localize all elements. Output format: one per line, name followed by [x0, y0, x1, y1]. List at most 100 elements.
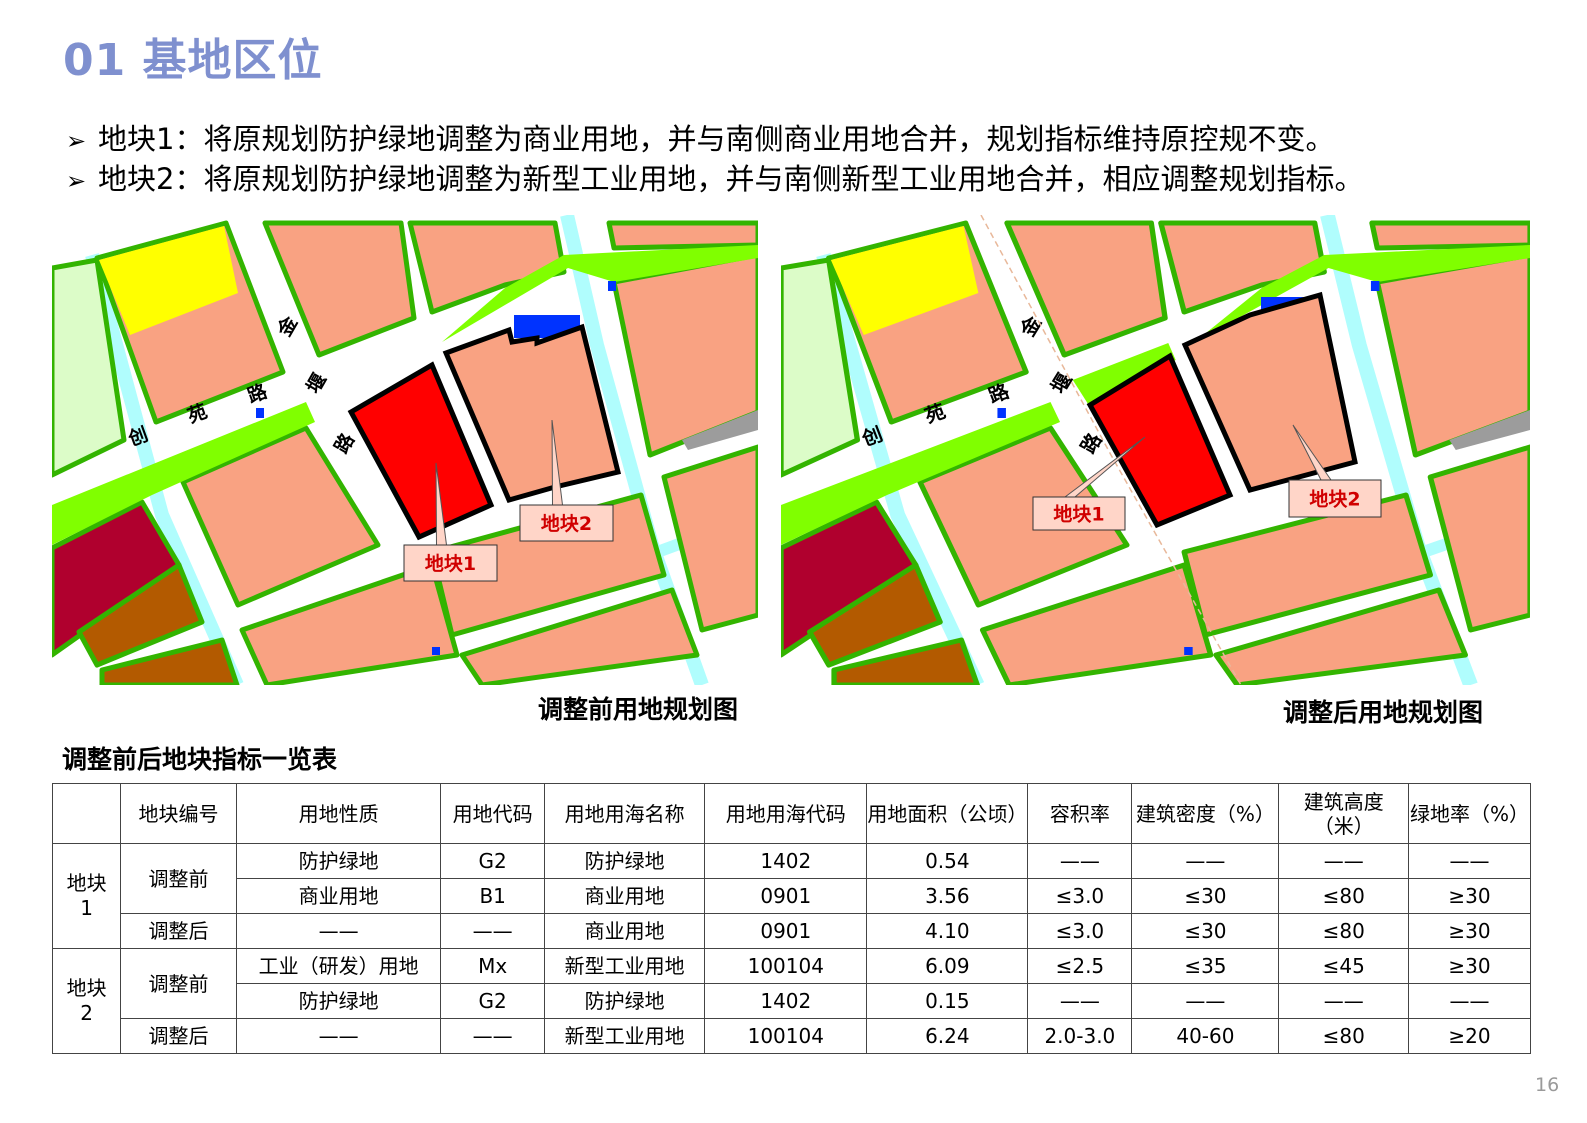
- table-header-row: 地块编号 用地性质 用地代码 用地用海名称 用地用海代码 用地面积（公顷） 容积率 建筑密度（…: [51, 783, 1531, 844]
- column-header: 容积率: [1027, 783, 1133, 844]
- table-cell: ——: [1408, 983, 1531, 1019]
- table-cell: 40-60: [1131, 1018, 1280, 1054]
- table-row: 地块2 调整前 工业（研发）用地 Mx 新型工业用地 100104 6.09 ≤2.5 ≤35 ≤…: [51, 948, 1531, 1054]
- land-parcel: [52, 257, 127, 478]
- table-cell: ≤2.5: [1027, 948, 1133, 984]
- plot-label-text: 地块2: [1309, 488, 1360, 511]
- table-title: 调整前后地块指标一览表: [62, 745, 338, 774]
- arrow-right-icon: ➢: [66, 167, 87, 195]
- table-cell: ——: [1408, 843, 1531, 879]
- table-cell: ——: [1131, 843, 1280, 879]
- road-name-label: 堰: [303, 370, 332, 397]
- road-name-label: 路: [330, 428, 360, 457]
- land-parcel: [1213, 587, 1468, 685]
- plot-label-text: 地块1: [425, 552, 476, 575]
- table-cell: ≤80: [1278, 1018, 1410, 1054]
- table-cell: ——: [440, 913, 546, 949]
- table-cell: 2.0-3.0: [1027, 1018, 1133, 1054]
- bullet-item: ➢ 地块2：将原规划防护绿地调整为新型工业用地，并与南侧新型工业用地合并，相应调整…: [66, 160, 1363, 200]
- education-land: [830, 226, 979, 335]
- table-cell: ≤3.0: [1027, 913, 1133, 949]
- plot-label-1: 地块1: [403, 544, 498, 582]
- utility-land: [432, 647, 440, 655]
- industrial-storage: [1449, 410, 1530, 450]
- table-cell: ≤30: [1131, 913, 1280, 949]
- table-cell: G2: [440, 843, 546, 879]
- table-cell: 防护绿地: [235, 983, 442, 1019]
- land-parcel: [1004, 220, 1168, 358]
- table-cell: 0901: [704, 878, 868, 914]
- column-header: 用地用海名称: [544, 783, 706, 844]
- plot-label-text: 地块2: [541, 512, 592, 535]
- plot-2-boundary: [442, 323, 622, 504]
- bullet-text: 地块2：将原规划防护绿地调整为新型工业用地，并与南侧新型工业用地合并，相应调整规…: [98, 162, 1364, 196]
- map-caption-after: 调整后用地规划图: [1283, 698, 1484, 727]
- land-parcel: [806, 562, 943, 668]
- land-parcel: [831, 637, 980, 685]
- table-cell: ——: [1278, 843, 1410, 879]
- road-name-label: 金: [1015, 312, 1046, 341]
- table-cell: 100104: [704, 948, 868, 984]
- page-title: 01 基地区位: [63, 35, 323, 86]
- stage-cell: 调整后: [120, 913, 237, 949]
- table-cell: ≥30: [1408, 913, 1531, 949]
- plot-2-boundary: [1181, 291, 1358, 493]
- stage-cell: 调整前: [120, 843, 237, 914]
- table-cell: 商业用地: [235, 878, 442, 914]
- utility-land: [1184, 647, 1193, 655]
- column-header: 地块编号: [120, 783, 237, 844]
- stage-cell: 调整前: [120, 948, 237, 1019]
- industrial-storage: [682, 410, 758, 450]
- table-row: 调整后 —— —— 新型工业用地 100104 6.24 2.0-3.0 40-60 ≤80 ≥2…: [53, 1018, 1531, 1054]
- land-parcel: [606, 220, 758, 251]
- table-cell: ≤30: [1131, 878, 1280, 914]
- utility-land: [256, 408, 264, 418]
- plot-label-2: 地块2: [519, 504, 614, 542]
- utility-land: [608, 281, 616, 291]
- land-parcel: [781, 257, 861, 478]
- table-cell: 商业用地: [544, 913, 706, 949]
- table-cell: ——: [235, 913, 442, 949]
- land-parcel: [180, 425, 381, 608]
- column-header: 用地代码: [440, 783, 546, 844]
- table-cell: 6.09: [866, 948, 1029, 984]
- bullet-list: ➢ 地块1：将原规划防护绿地调整为商业用地，并与南侧商业用地合并，规划指标维持原控…: [66, 120, 1363, 200]
- arrow-right-icon: ➢: [66, 127, 87, 155]
- column-header: [51, 783, 122, 844]
- land-parcel: [407, 220, 567, 315]
- table-cell: 4.10: [866, 913, 1029, 949]
- column-header: 用地面积（公顷）: [866, 783, 1029, 844]
- table-cell: ≤45: [1278, 948, 1410, 984]
- land-use-map-before: 金堰路路苑创 地块1 地块2: [52, 215, 758, 685]
- utility-land: [997, 408, 1006, 418]
- land-parcel: [1369, 220, 1530, 251]
- table-cell: 0.54: [866, 843, 1029, 879]
- plot-1-outline: [347, 361, 495, 541]
- land-parcel: [459, 587, 700, 685]
- table-row: 商业用地 B1 商业用地 0901 3.56 ≤3.0 ≤30 ≤80 ≥30: [53, 878, 1531, 914]
- table-cell: 防护绿地: [544, 983, 706, 1019]
- land-parcel: [979, 562, 1214, 685]
- green-belt: [52, 402, 315, 545]
- plot-id-cell: 地块2: [51, 948, 122, 1054]
- land-parcel: [917, 425, 1130, 608]
- table-cell: ≤80: [1278, 913, 1410, 949]
- table-cell: 1402: [704, 843, 868, 879]
- canal: [816, 253, 985, 685]
- green-belt: [442, 245, 758, 342]
- table-cell: ——: [440, 1018, 546, 1054]
- table-cell: ≥30: [1408, 948, 1531, 984]
- page-number: 16: [1535, 1074, 1560, 1096]
- table-cell: ——: [1027, 983, 1133, 1019]
- utility-land: [1370, 281, 1380, 291]
- column-header: 用地性质: [235, 783, 442, 844]
- column-header: 绿地率（%）: [1408, 783, 1531, 844]
- map-caption-before: 调整前用地规划图: [538, 695, 739, 724]
- road-name-label: 金: [272, 311, 302, 341]
- table-cell: ——: [1131, 983, 1280, 1019]
- green-belt: [781, 402, 1061, 545]
- land-parcel: [1427, 444, 1530, 633]
- bullet-item: ➢ 地块1：将原规划防护绿地调整为商业用地，并与南侧商业用地合并，规划指标维持原控…: [66, 120, 1363, 160]
- green-belt: [1194, 245, 1530, 342]
